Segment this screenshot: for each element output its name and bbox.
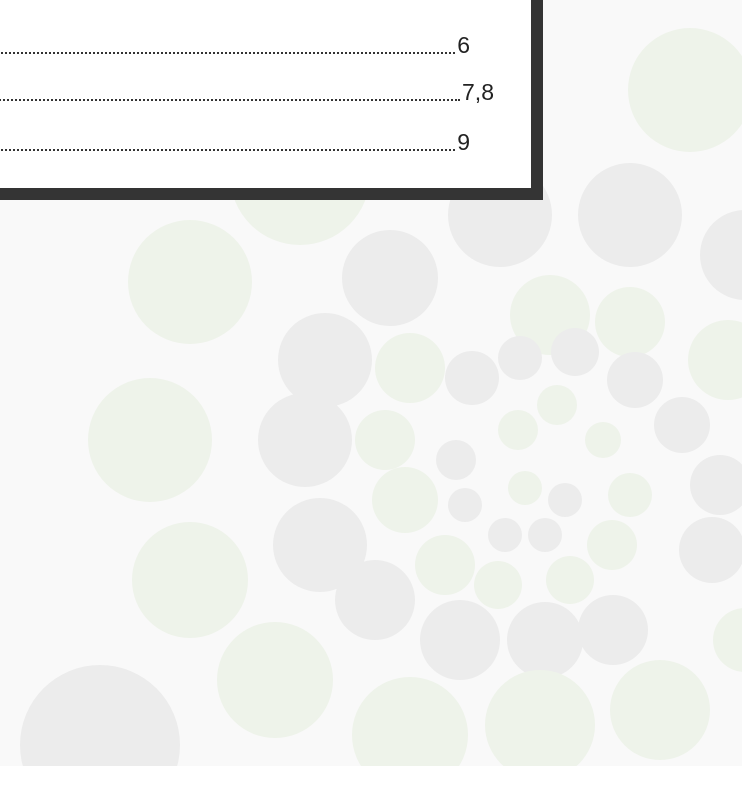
page-number: 9 bbox=[457, 127, 470, 157]
toc-row: 7,8 bbox=[0, 77, 494, 107]
circle bbox=[485, 670, 595, 780]
circle bbox=[415, 535, 475, 595]
circle bbox=[375, 333, 445, 403]
circle bbox=[342, 230, 438, 326]
toc-row: 6 bbox=[0, 30, 470, 60]
circle bbox=[335, 560, 415, 640]
circle bbox=[436, 440, 476, 480]
leader bbox=[0, 99, 460, 101]
circle bbox=[278, 313, 372, 407]
circle bbox=[420, 600, 500, 680]
circle bbox=[546, 556, 594, 604]
page-number: 7,8 bbox=[462, 77, 494, 107]
page-number: 6 bbox=[457, 30, 470, 60]
circle bbox=[595, 287, 665, 357]
circle bbox=[507, 602, 583, 678]
circle bbox=[654, 397, 710, 453]
circle bbox=[448, 488, 482, 522]
circle bbox=[217, 622, 333, 738]
circle bbox=[498, 336, 542, 380]
circle bbox=[128, 220, 252, 344]
circle bbox=[498, 410, 538, 450]
circle bbox=[587, 520, 637, 570]
circle bbox=[508, 471, 542, 505]
circle bbox=[488, 518, 522, 552]
circle bbox=[474, 561, 522, 609]
circle bbox=[608, 473, 652, 517]
circle bbox=[528, 518, 562, 552]
circle bbox=[445, 351, 499, 405]
leader bbox=[0, 52, 455, 54]
bottom-margin bbox=[0, 766, 742, 795]
circle bbox=[132, 522, 248, 638]
leader bbox=[0, 149, 455, 151]
circle bbox=[551, 328, 599, 376]
circle bbox=[585, 422, 621, 458]
circle bbox=[578, 163, 682, 267]
circle bbox=[372, 467, 438, 533]
circle bbox=[258, 393, 352, 487]
circle bbox=[679, 517, 742, 583]
toc-row: 9 bbox=[0, 127, 470, 157]
circle bbox=[355, 410, 415, 470]
circle bbox=[610, 660, 710, 760]
page: 6 7,8 9 (() => { const data = JSON.parse… bbox=[0, 0, 742, 795]
contents-box: 6 7,8 9 bbox=[0, 0, 543, 200]
circle bbox=[88, 378, 212, 502]
circle bbox=[607, 352, 663, 408]
circle bbox=[537, 385, 577, 425]
circle bbox=[578, 595, 648, 665]
circle bbox=[548, 483, 582, 517]
